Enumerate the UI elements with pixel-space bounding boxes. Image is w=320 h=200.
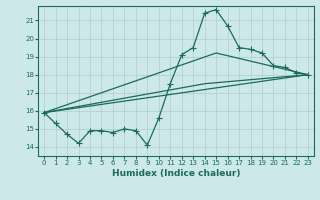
X-axis label: Humidex (Indice chaleur): Humidex (Indice chaleur) xyxy=(112,169,240,178)
